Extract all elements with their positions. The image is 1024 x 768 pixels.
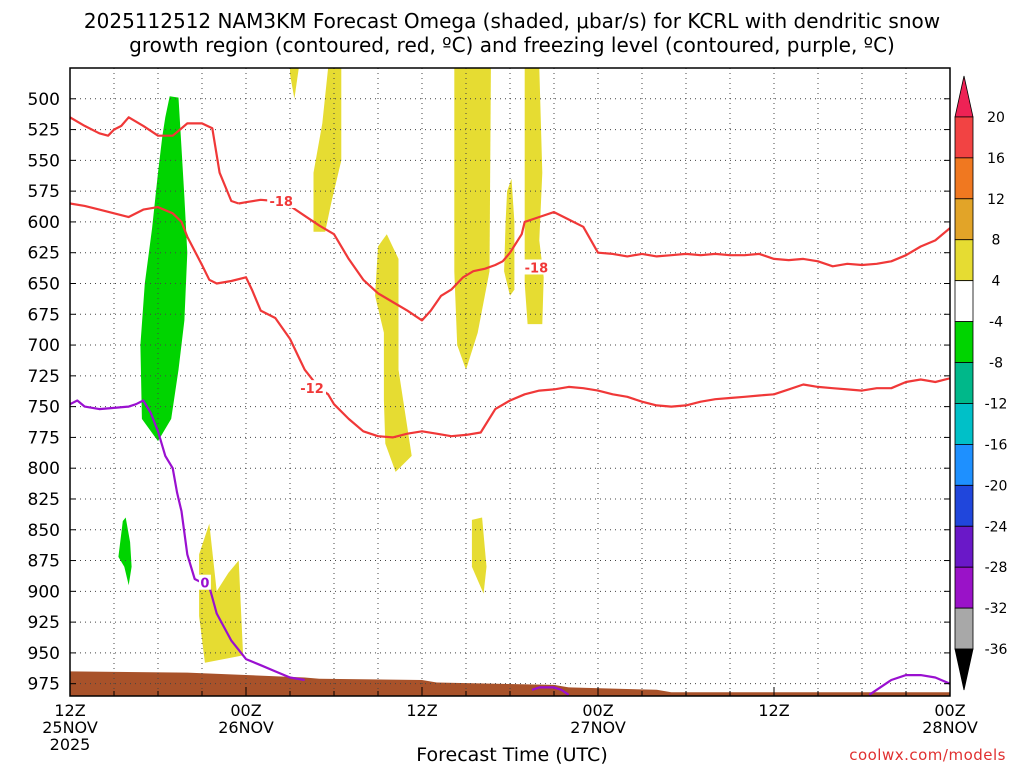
x-tick-label: 12Z <box>54 701 86 720</box>
y-tick-label-675: 675 <box>28 305 60 325</box>
y-tick-label-500: 500 <box>28 90 60 110</box>
x-axis-label: Forecast Time (UTC) <box>416 744 608 766</box>
y-tick-label-625: 625 <box>28 244 60 264</box>
colorbar-label-2: 12 <box>987 192 1005 208</box>
x-tick-label: 26NOV <box>218 718 274 737</box>
dendritic-minus18-upper-label: -18 <box>269 195 293 210</box>
dendritic-minus18-upper <box>70 116 240 205</box>
y-tick-label-725: 725 <box>28 367 60 387</box>
dendritic-minus12-label: -12 <box>300 382 324 397</box>
y-tick-label-975: 975 <box>28 675 60 695</box>
omega-pos-yellow-b <box>290 68 299 99</box>
site-credit: coolwx.com/models <box>849 746 1006 764</box>
y-tick-label-925: 925 <box>28 613 60 633</box>
omega-pos-yellow-a <box>199 523 244 663</box>
chart-title-line2: growth region (contoured, red, ºC) and f… <box>129 33 895 57</box>
colorbar-swatch-2 <box>954 157 974 200</box>
colorbar-swatch-8 <box>954 403 974 445</box>
x-tick-label: 00Z <box>230 701 262 720</box>
dendritic-minus12 <box>70 202 950 439</box>
dendritic-minus18-main <box>238 198 950 322</box>
colorbar-label-10: -24 <box>985 519 1008 535</box>
colorbar-swatch-0 <box>954 75 974 118</box>
freezing-level-0C-mid <box>531 686 570 696</box>
y-tick-label-800: 800 <box>28 459 60 479</box>
colorbar-swatch-14 <box>954 648 974 691</box>
x-tick-label: 27NOV <box>570 718 626 737</box>
y-tick-label-650: 650 <box>28 274 60 294</box>
y-tick-label-525: 525 <box>28 121 60 141</box>
x-tick-label: 28NOV <box>922 718 978 737</box>
x-tick-label: 12Z <box>406 701 438 720</box>
omega-neg-green-small <box>118 517 132 586</box>
y-tick-label-600: 600 <box>28 213 60 233</box>
colorbar-swatch-5 <box>954 280 974 322</box>
colorbar-label-9: -20 <box>985 478 1008 494</box>
x-tick-label: 12Z <box>758 701 790 720</box>
y-tick-label-875: 875 <box>28 552 60 572</box>
freezing-level-0C-label: 0 <box>200 577 209 592</box>
freezing-level-0C-label-bg <box>198 574 211 590</box>
x-tick-label: 2025 <box>49 735 91 754</box>
chart-title-line1: 2025112512 NAM3KM Forecast Omega (shaded… <box>83 9 941 33</box>
colorbar-swatch-7 <box>954 362 974 404</box>
colorbar-swatch-11 <box>954 525 974 568</box>
colorbar-label-0: 20 <box>987 110 1005 126</box>
colorbar-label-7: -12 <box>985 396 1008 412</box>
y-tick-label-900: 900 <box>28 582 60 602</box>
y-tick-label-575: 575 <box>28 182 60 202</box>
colorbar-label-4: 4 <box>992 274 1001 290</box>
y-tick-label-750: 750 <box>28 398 60 418</box>
x-tick-label: 00Z <box>582 701 614 720</box>
x-tick-label: 00Z <box>934 701 966 720</box>
y-tick-label-850: 850 <box>28 521 60 541</box>
dendritic-minus18-main-label-bg <box>522 259 551 275</box>
dendritic-minus12-label-bg <box>298 380 326 396</box>
colorbar-label-1: 16 <box>987 151 1005 167</box>
y-tick-label-775: 775 <box>28 428 60 448</box>
colorbar-swatch-13 <box>954 607 974 650</box>
y-tick-label-950: 950 <box>28 644 60 664</box>
colorbar-label-11: -28 <box>985 560 1008 576</box>
omega-pos-yellow-d <box>375 234 412 472</box>
colorbar-swatch-3 <box>954 198 974 241</box>
x-tick-label: 25NOV <box>42 718 98 737</box>
colorbar-label-8: -16 <box>985 437 1008 453</box>
dendritic-minus18-main-label: -18 <box>525 261 549 276</box>
colorbar-swatch-12 <box>954 566 974 609</box>
colorbar-label-6: -8 <box>989 356 1003 372</box>
y-tick-label-550: 550 <box>28 151 60 171</box>
colorbar-label-5: -4 <box>989 315 1003 331</box>
dendritic-minus18-upper-label-bg <box>267 192 296 208</box>
freezing-level-0C <box>70 399 305 682</box>
colorbar-swatch-4 <box>954 239 974 282</box>
freezing-level-0C-right <box>868 674 950 696</box>
omega-pos-yellow-f <box>504 178 515 296</box>
colorbar-swatch-10 <box>954 484 974 527</box>
colorbar-swatch-1 <box>954 116 974 159</box>
colorbar-label-13: -36 <box>985 642 1008 658</box>
omega-neg-green-main <box>140 96 188 442</box>
y-tick-label-700: 700 <box>28 336 60 356</box>
colorbar-label-3: 8 <box>992 233 1001 249</box>
colorbar-label-12: -32 <box>985 601 1008 617</box>
omega-pos-yellow-e <box>454 68 491 370</box>
colorbar-swatch-6 <box>954 321 974 363</box>
y-tick-label-825: 825 <box>28 490 60 510</box>
omega-pos-yellow-h <box>471 517 487 594</box>
colorbar-swatch-9 <box>954 443 974 486</box>
